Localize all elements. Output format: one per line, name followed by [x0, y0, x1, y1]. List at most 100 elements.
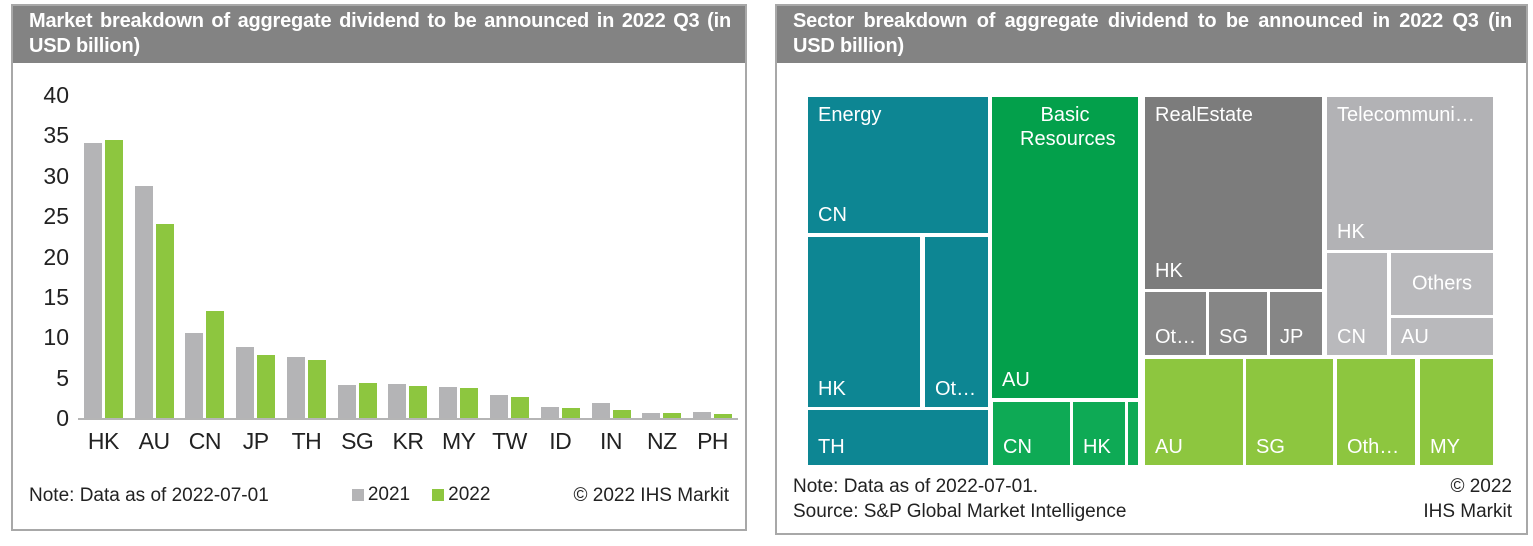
- sector-label-energy: Energy: [818, 104, 882, 126]
- sector-label-basic-resources: Basic Resources: [1020, 104, 1116, 150]
- bar-2022-in: [612, 409, 631, 418]
- treemap-cell-realestate-sg: SG: [1209, 292, 1267, 355]
- treemap-cell-energy-ot: Ot…: [925, 237, 988, 407]
- sector-label-realestate: RealEstate: [1155, 104, 1253, 126]
- treemap-cell-sector-au: AU: [1145, 359, 1243, 465]
- bar-2022-tw: [511, 397, 529, 418]
- treemap-cell-basic-resources-au: Basic Resources AU: [992, 97, 1138, 398]
- treemap-cell-energy-cn: Energy CN: [808, 97, 988, 233]
- market-label-others: Others: [1411, 272, 1473, 295]
- x-tick-label-nz: NZ: [646, 428, 677, 454]
- legend-swatch-2022: [432, 489, 445, 501]
- y-tick-label: 5: [56, 364, 69, 391]
- bar-2021-th: [286, 357, 305, 418]
- bar-2022-id: [561, 408, 580, 418]
- x-tick-label-kr: KR: [392, 428, 424, 454]
- bar-plot-area: [78, 95, 738, 420]
- y-tick-label: 30: [43, 162, 69, 189]
- x-tick-label-sg: SG: [341, 428, 374, 454]
- bar-2021-id: [540, 406, 559, 418]
- market-label-hk: HK: [1155, 260, 1183, 282]
- treemap-cell-sector-sg: SG: [1246, 359, 1333, 465]
- bar-group-th: [281, 95, 332, 418]
- market-panel-title: Market breakdown of aggregate dividend t…: [13, 6, 745, 63]
- y-tick-label: 25: [43, 203, 69, 230]
- market-label-oth: Oth…: [1347, 436, 1400, 458]
- bar-group-nz: [636, 95, 687, 418]
- treemap-cell-realestate-ot: Ot…: [1145, 292, 1206, 355]
- legend-item-2021: 2021: [351, 484, 410, 506]
- legend-swatch-2021: [351, 489, 364, 501]
- x-tick-label-tw: TW: [492, 428, 527, 454]
- market-label-cn: CN: [1003, 436, 1032, 458]
- bar-2021-in: [591, 402, 610, 418]
- treemap-cell-telecommuni-cn: CN: [1327, 253, 1387, 355]
- note-text: Note: Data as of 2022-07-01.: [793, 476, 1039, 497]
- bar-2022-ph: [714, 413, 733, 418]
- copyright-year: © 2022: [1450, 476, 1512, 497]
- bar-group-jp: [230, 95, 281, 418]
- y-axis: 40 35 30 25 20 15 10 5 0: [21, 82, 69, 431]
- treemap-cell-basic-resources-blank: [1128, 402, 1138, 465]
- x-tick-label-th: TH: [291, 428, 322, 454]
- bar-2021-hk: [83, 142, 102, 418]
- copyright-block: © 2022 IHS Markit: [1423, 474, 1512, 524]
- bar-group-kr: [383, 95, 434, 418]
- bar-group-id: [535, 95, 586, 418]
- market-label-my: MY: [1430, 436, 1460, 458]
- sector-panel-title: Sector breakdown of aggregate dividend t…: [777, 6, 1526, 63]
- legend: 2021 2022: [351, 484, 491, 506]
- treemap-cell-energy-th: TH: [808, 410, 988, 465]
- market-label-au: AU: [1401, 326, 1429, 348]
- treemap-cell-telecommuni-hk: Telecommuni… HK: [1327, 97, 1493, 250]
- bar-2022-kr: [409, 385, 428, 418]
- market-label-cn: CN: [818, 204, 847, 226]
- bar-2022-jp: [257, 355, 276, 418]
- treemap-footer: Note: Data as of 2022-07-01. Source: S&P…: [793, 474, 1512, 524]
- market-label-ot: Ot…: [935, 378, 977, 400]
- legend-label: 2022: [448, 484, 491, 505]
- market-label-hk: HK: [1083, 436, 1111, 458]
- x-axis-labels: HK AU CN JP TH SG KR MY TW ID IN NZ PH: [78, 428, 738, 455]
- bar-2021-my: [439, 387, 458, 418]
- treemap-cell-realestate-jp: JP: [1270, 292, 1322, 355]
- market-breakdown-panel: Market breakdown of aggregate dividend t…: [11, 4, 747, 531]
- treemap-cell-telecommuni-au: AU: [1391, 318, 1493, 355]
- market-label-au: AU: [1002, 369, 1030, 391]
- x-tick-label-cn: CN: [188, 428, 222, 454]
- bar-group-cn: [180, 95, 231, 418]
- bar-2022-th: [307, 359, 326, 418]
- source-text: Source: S&P Global Market Intelligence: [793, 501, 1127, 522]
- x-tick-label-jp: JP: [242, 428, 269, 454]
- bar-group-hk: [78, 95, 129, 418]
- bar-2022-nz: [663, 413, 682, 418]
- bar-2022-sg: [358, 383, 377, 418]
- market-label-hk: HK: [818, 378, 846, 400]
- bar-2021-au: [134, 186, 153, 418]
- bar-2021-tw: [490, 394, 508, 418]
- x-tick-label-au: AU: [138, 428, 170, 454]
- treemap-cell-basic-resources-hk: HK: [1073, 402, 1125, 465]
- market-label-au: AU: [1155, 436, 1183, 458]
- market-label-ot: Ot…: [1155, 326, 1197, 348]
- x-tick-label-id: ID: [549, 428, 572, 454]
- market-label-jp: JP: [1280, 326, 1304, 348]
- bar-group-tw: [484, 95, 535, 418]
- copyright-name: IHS Markit: [1423, 501, 1512, 522]
- x-tick-label-in: IN: [600, 428, 623, 454]
- copyright-text: © 2022 IHS Markit: [573, 485, 729, 506]
- market-label-sg: SG: [1256, 436, 1285, 458]
- y-tick-label: 40: [43, 82, 69, 108]
- bar-group-my: [433, 95, 484, 418]
- bar-group-ph: [687, 95, 738, 418]
- market-label-th: TH: [818, 436, 845, 458]
- sector-treemap: Energy CN HK Ot… TH Basic Resources AU CN HK Real…: [808, 97, 1493, 465]
- y-tick-label: 0: [56, 405, 69, 431]
- x-tick-label-hk: HK: [87, 428, 119, 454]
- market-bar-chart: 40 35 30 25 20 15 10 5 0 HK AU CN JP TH SG KR MY TW ID IN N…: [13, 60, 745, 529]
- bar-2021-ph: [693, 411, 712, 418]
- bar-2021-nz: [642, 413, 661, 418]
- treemap-cell-basic-resources-cn: CN: [993, 402, 1070, 465]
- bar-2021-sg: [337, 384, 356, 418]
- bar-2022-hk: [104, 140, 123, 418]
